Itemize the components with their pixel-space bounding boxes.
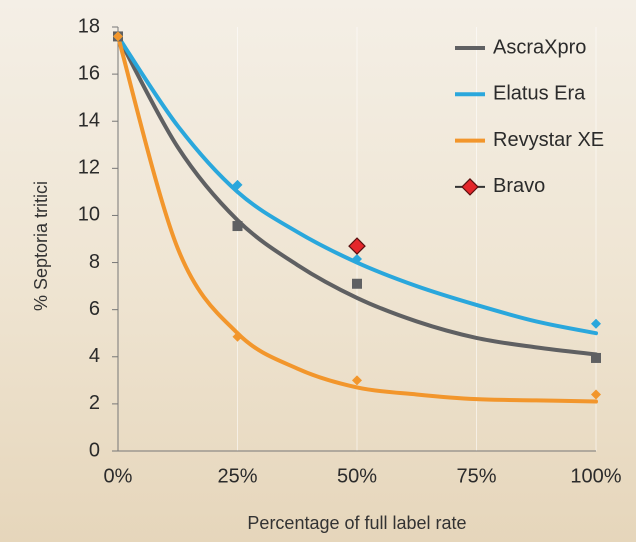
y-tick-label: 0 <box>89 439 100 461</box>
x-axis-title: Percentage of full label rate <box>247 513 466 533</box>
y-tick-label: 18 <box>78 15 100 37</box>
legend-label: Revystar XE <box>493 129 604 151</box>
y-tick-label: 16 <box>78 62 100 84</box>
data-point <box>352 279 362 289</box>
y-tick-label: 10 <box>78 204 100 226</box>
x-tick-label: 0% <box>104 465 133 487</box>
legend-label: Bravo <box>493 175 545 197</box>
y-tick-label: 8 <box>89 251 100 273</box>
y-tick-label: 12 <box>78 157 100 179</box>
data-point <box>591 353 601 363</box>
y-tick-label: 4 <box>89 345 100 367</box>
x-tick-label: 100% <box>570 465 621 487</box>
chart: Percentage of full label rate % Septoria… <box>0 0 636 542</box>
data-point <box>233 221 243 231</box>
y-axis-title: % Septoria tritici <box>31 181 51 311</box>
x-tick-label: 75% <box>456 465 496 487</box>
legend-label: Elatus Era <box>493 83 586 105</box>
legend-label: AscraXpro <box>493 36 586 58</box>
y-tick-label: 14 <box>78 110 100 132</box>
x-tick-label: 25% <box>217 465 257 487</box>
y-tick-label: 2 <box>89 392 100 414</box>
y-tick-label: 6 <box>89 298 100 320</box>
x-tick-label: 50% <box>337 465 377 487</box>
